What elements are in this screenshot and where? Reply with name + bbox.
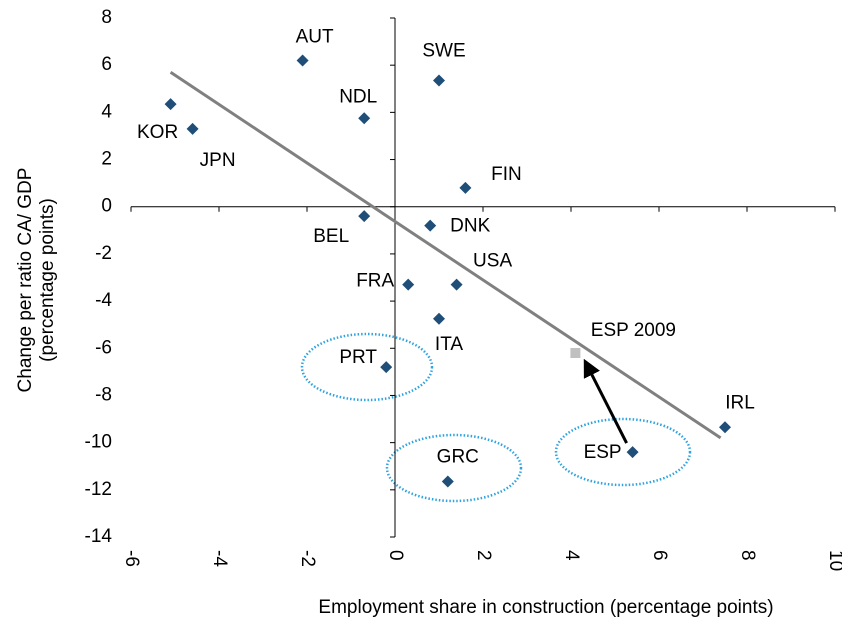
point-label: IRL — [725, 392, 755, 413]
point-label: NDL — [339, 86, 377, 107]
y-axis-title: (percentage points) — [37, 198, 58, 362]
x-tick-label: 10 — [825, 550, 842, 571]
point — [626, 446, 639, 459]
x-tick-label: 0 — [385, 550, 406, 561]
point-label: ESP — [584, 442, 622, 463]
x-tick-label: 4 — [561, 550, 582, 561]
x-tick-label: 8 — [737, 550, 758, 561]
y-tick-label: 2 — [101, 149, 112, 170]
point-label: PRT — [339, 347, 377, 368]
point-label: FIN — [491, 164, 522, 185]
point-label: FRA — [356, 271, 394, 292]
y-axis-title: Change per ratio CA/ GDP — [15, 168, 36, 393]
x-tick-label: 6 — [649, 550, 670, 561]
y-tick-label: -8 — [95, 384, 112, 405]
point — [424, 219, 437, 232]
point-label: DNK — [450, 216, 490, 237]
point — [719, 421, 731, 434]
point — [459, 181, 472, 194]
x-axis-title: Employment share in construction (percen… — [318, 597, 773, 618]
point — [441, 475, 454, 488]
y-tick-label: -12 — [85, 479, 112, 500]
arrow — [583, 358, 628, 444]
point-label: BEL — [313, 226, 349, 247]
point — [450, 278, 463, 291]
point — [296, 54, 309, 67]
point — [570, 347, 581, 358]
y-tick-label: -6 — [95, 337, 112, 358]
point-label: GRC — [437, 447, 479, 468]
trend-line — [169, 71, 722, 440]
point — [380, 361, 393, 374]
x-tick-label: -2 — [297, 550, 318, 567]
point — [402, 278, 415, 291]
point-label: KOR — [137, 122, 178, 143]
point — [358, 112, 371, 125]
point — [186, 122, 199, 135]
x-tick-label: 2 — [473, 550, 494, 561]
point — [164, 98, 177, 111]
point-label: USA — [473, 251, 512, 272]
point — [433, 74, 445, 87]
point-label: JPN — [200, 150, 236, 171]
point-label: ESP 2009 — [591, 320, 676, 341]
x-tick-label: -4 — [209, 550, 230, 567]
y-tick-label: 6 — [101, 54, 112, 75]
y-tick-label: 8 — [101, 7, 112, 28]
y-tick-label: -10 — [85, 432, 112, 453]
y-tick-label: -14 — [85, 526, 113, 547]
y-tick-label: 0 — [101, 196, 112, 217]
highlight-ellipses — [300, 332, 692, 503]
point-label: AUT — [296, 26, 334, 47]
point — [358, 210, 371, 223]
y-tick-label: -2 — [95, 243, 112, 264]
x-tick-label: -6 — [121, 550, 142, 567]
y-tick-label: 4 — [101, 101, 112, 122]
point-label: SWE — [422, 41, 465, 62]
point-label: ITA — [435, 334, 463, 355]
point — [433, 312, 445, 325]
y-tick-label: -4 — [95, 290, 112, 311]
